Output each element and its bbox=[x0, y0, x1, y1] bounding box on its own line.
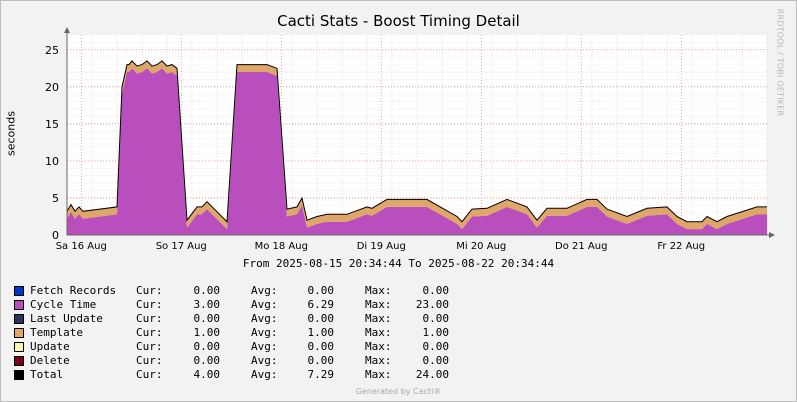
legend-max-label: Max: bbox=[365, 340, 392, 353]
legend-max-label: Max: bbox=[365, 312, 392, 325]
legend-cur-value: 4.00 bbox=[193, 368, 221, 381]
x-tick-label: Di 19 Aug bbox=[357, 241, 406, 252]
chart-title: Cacti Stats - Boost Timing Detail bbox=[277, 12, 520, 30]
legend-avg-label: Avg: bbox=[251, 340, 278, 353]
legend-max-label: Max: bbox=[365, 326, 392, 339]
legend-max-label: Max: bbox=[365, 368, 392, 381]
y-tick-label: 10 bbox=[45, 155, 59, 168]
legend-max-value: 24.00 bbox=[415, 368, 449, 381]
legend-avg-label: Avg: bbox=[251, 354, 278, 367]
legend-swatch bbox=[14, 286, 24, 296]
legend-max-value: 23.00 bbox=[415, 298, 449, 311]
x-tick-label: Do 21 Aug bbox=[555, 241, 607, 252]
legend-row: Template Cur: 1.00 Avg: 1.00 Max: 1.00 bbox=[14, 326, 774, 340]
legend-avg-label: Avg: bbox=[251, 284, 278, 297]
legend-avg-label: Avg: bbox=[251, 312, 278, 325]
legend-series-name: Update bbox=[30, 340, 70, 353]
legend-max-label: Max: bbox=[365, 298, 392, 311]
legend-avg-value: 0.00 bbox=[307, 312, 335, 325]
y-tick-label: 15 bbox=[45, 118, 59, 131]
legend-max-label: Max: bbox=[365, 284, 392, 297]
legend-avg-value: 0.00 bbox=[307, 284, 335, 297]
legend-swatch bbox=[14, 356, 24, 366]
legend-cur-label: Cur: bbox=[136, 298, 163, 311]
y-tick-label: 0 bbox=[52, 229, 59, 242]
x-tick-label: Sa 16 Aug bbox=[56, 241, 107, 252]
legend-max-value: 0.00 bbox=[422, 340, 450, 353]
legend-series-name: Fetch Records bbox=[30, 284, 117, 297]
legend-cur-value: 0.00 bbox=[193, 354, 221, 367]
legend-series-name: Cycle Time bbox=[30, 298, 97, 311]
legend-cur-label: Cur: bbox=[136, 354, 163, 367]
legend-series-name: Template bbox=[30, 326, 83, 339]
legend-max-value: 0.00 bbox=[422, 354, 450, 367]
legend-cur-value: 1.00 bbox=[193, 326, 221, 339]
time-range-label: From 2025-08-15 20:34:44 To 2025-08-22 2… bbox=[242, 257, 555, 270]
legend-avg-value: 7.29 bbox=[307, 368, 335, 381]
legend-cur-value: 0.00 bbox=[193, 284, 221, 297]
x-tick-label: So 17 Aug bbox=[156, 241, 207, 252]
generated-by-footer: Generated by Cacti® bbox=[355, 387, 442, 396]
legend-avg-label: Avg: bbox=[251, 326, 278, 339]
legend-series-name: Last Update bbox=[30, 312, 103, 325]
legend: Fetch Records Cur: 0.00 Avg: 0.00 Max: 0.00 Cyc… bbox=[14, 284, 774, 382]
legend-series-name: Delete bbox=[30, 354, 70, 367]
y-tick-label: 20 bbox=[45, 81, 59, 94]
legend-row: Update Cur: 0.00 Avg: 0.00 Max: 0.00 bbox=[14, 340, 774, 354]
chart-plot: 0 5 10 15 20 25 Sa 16 Aug So 17 Aug Mo 18 Aug Di … bbox=[45, 27, 775, 252]
legend-row: Last Update Cur: 0.00 Avg: 0.00 Max: 0.00 bbox=[14, 312, 774, 326]
legend-row: Delete Cur: 0.00 Avg: 0.00 Max: 0.00 bbox=[14, 354, 774, 368]
legend-avg-label: Avg: bbox=[251, 298, 278, 311]
legend-max-value: 0.00 bbox=[422, 312, 450, 325]
legend-cur-label: Cur: bbox=[136, 326, 163, 339]
legend-cur-value: 0.00 bbox=[193, 312, 221, 325]
legend-swatch bbox=[14, 314, 24, 324]
legend-row: Fetch Records Cur: 0.00 Avg: 0.00 Max: 0.00 bbox=[14, 284, 774, 298]
y-tick-label: 25 bbox=[45, 44, 59, 57]
series-area-cycle-time bbox=[67, 68, 767, 235]
legend-max-value: 1.00 bbox=[422, 326, 450, 339]
legend-swatch bbox=[14, 300, 24, 310]
legend-cur-label: Cur: bbox=[136, 312, 163, 325]
series-line-total bbox=[66, 60, 767, 223]
x-tick-label: Mo 18 Aug bbox=[255, 241, 308, 252]
legend-cur-label: Cur: bbox=[136, 340, 163, 353]
legend-avg-value: 0.00 bbox=[307, 340, 335, 353]
x-axis-arrow bbox=[769, 232, 775, 238]
y-tick-label: 5 bbox=[52, 192, 59, 205]
legend-cur-value: 0.00 bbox=[193, 340, 221, 353]
legend-avg-value: 1.00 bbox=[307, 326, 335, 339]
legend-cur-label: Cur: bbox=[136, 284, 163, 297]
legend-swatch bbox=[14, 328, 24, 338]
legend-avg-label: Avg: bbox=[251, 368, 278, 381]
x-tick-label: Fr 22 Aug bbox=[657, 241, 705, 252]
legend-avg-value: 6.29 bbox=[307, 298, 335, 311]
legend-max-value: 0.00 bbox=[422, 284, 450, 297]
legend-cur-label: Cur: bbox=[136, 368, 163, 381]
legend-row: Cycle Time Cur: 3.00 Avg: 6.29 Max: 23.00 bbox=[14, 298, 774, 312]
y-axis-arrow bbox=[64, 27, 70, 33]
x-tick-label: Mi 20 Aug bbox=[456, 241, 506, 252]
legend-max-label: Max: bbox=[365, 354, 392, 367]
legend-series-name: Total bbox=[30, 368, 64, 381]
legend-swatch bbox=[14, 342, 24, 352]
legend-cur-value: 3.00 bbox=[193, 298, 221, 311]
legend-swatch bbox=[14, 370, 24, 380]
legend-avg-value: 0.00 bbox=[307, 354, 335, 367]
legend-row: Total Cur: 4.00 Avg: 7.29 Max: 24.00 bbox=[14, 368, 774, 382]
